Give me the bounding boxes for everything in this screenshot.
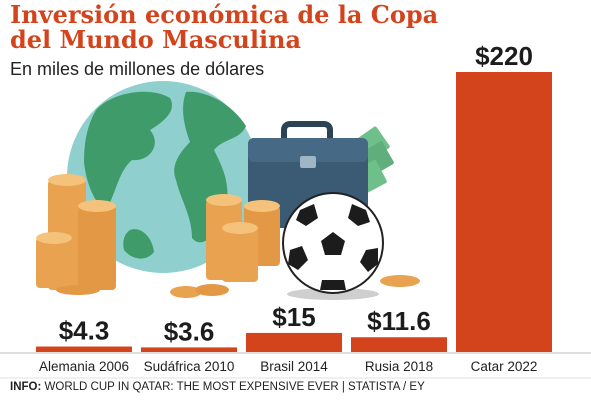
coin-stack-icon <box>36 174 116 295</box>
soccer-ball-icon <box>282 192 384 300</box>
bar <box>456 72 552 352</box>
value-label: $11.6 <box>367 306 431 336</box>
chart-subtitle: En miles de millones de dólares <box>10 59 265 79</box>
source-label: INFO: <box>10 381 42 393</box>
value-label: $15 <box>272 302 315 332</box>
category-label: Alemania 2006 <box>39 359 129 374</box>
source-note: INFO: WORLD CUP IN QATAR: THE MOST EXPEN… <box>10 381 425 393</box>
value-label: $4.3 <box>59 316 110 346</box>
category-label: Rusia 2018 <box>365 359 433 374</box>
category-label: Catar 2022 <box>471 359 538 374</box>
category-label-group: Alemania 2006 Sudáfrica 2010 Brasil 2014 Ru… <box>39 359 537 374</box>
bar <box>36 346 132 352</box>
source-text: WORLD CUP IN QATAR: THE MOST EXPENSIVE E… <box>44 381 425 393</box>
chart-title: Inversión económica de la Copa del Mundo… <box>10 0 439 54</box>
category-label: Sudáfrica 2010 <box>144 359 235 374</box>
bar <box>246 332 342 352</box>
category-label: Brasil 2014 <box>260 359 328 374</box>
value-label: $3.6 <box>164 316 215 346</box>
value-label: $220 <box>475 41 533 71</box>
illustration <box>36 81 420 300</box>
value-label-group: $4.3 $3.6 $15 $11.6 $220 <box>59 41 533 346</box>
bar <box>351 337 447 352</box>
bar <box>141 347 237 352</box>
bar-group <box>36 72 552 352</box>
coin-stack-icon <box>170 194 420 298</box>
